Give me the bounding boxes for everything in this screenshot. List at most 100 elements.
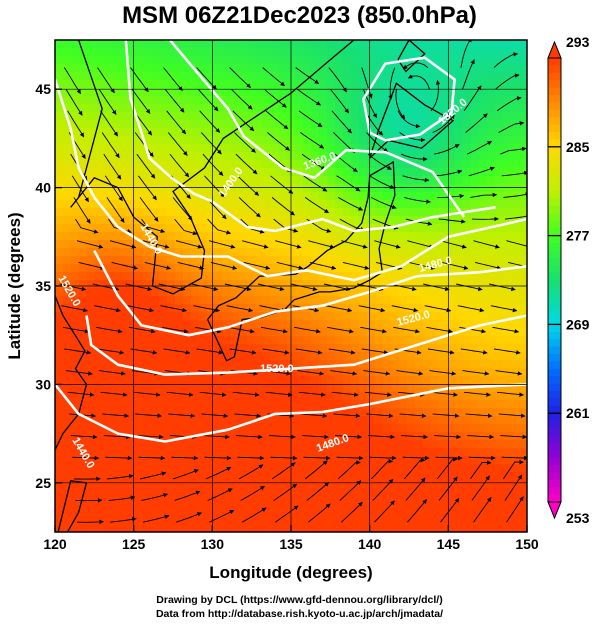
field-cell <box>183 136 192 145</box>
field-cell <box>431 112 440 121</box>
field-cell <box>71 440 80 449</box>
field-cell <box>455 488 464 497</box>
field-cell <box>487 200 496 209</box>
field-cell <box>271 400 280 409</box>
field-cell <box>399 280 408 289</box>
field-cell <box>367 448 376 457</box>
field-cell <box>319 64 328 73</box>
field-cell <box>175 280 184 289</box>
field-cell <box>311 400 320 409</box>
field-cell <box>279 136 288 145</box>
field-cell <box>103 96 112 105</box>
field-cell <box>151 136 160 145</box>
field-cell <box>271 448 280 457</box>
field-cell <box>335 424 344 433</box>
field-cell <box>375 152 384 161</box>
field-cell <box>159 88 168 97</box>
field-cell <box>79 64 88 73</box>
field-cell <box>479 528 488 532</box>
field-cell <box>191 408 200 417</box>
field-cell <box>231 408 240 417</box>
field-cell <box>439 136 448 145</box>
field-cell <box>375 104 384 113</box>
field-cell <box>407 384 416 393</box>
field-cell <box>335 392 344 401</box>
field-cell <box>63 216 72 225</box>
field-cell <box>79 168 88 177</box>
field-cell <box>343 464 352 473</box>
field-cell <box>399 104 408 113</box>
field-cell <box>431 80 440 89</box>
field-cell <box>199 112 208 121</box>
field-cell <box>119 440 128 449</box>
field-cell <box>311 464 320 473</box>
field-cell <box>399 256 408 265</box>
field-cell <box>415 48 424 57</box>
streamline <box>467 140 492 155</box>
field-cell <box>175 376 184 385</box>
field-cell <box>519 72 527 81</box>
field-cell <box>495 344 504 353</box>
field-cell <box>455 144 464 153</box>
field-cell <box>167 512 176 521</box>
field-cell <box>263 288 272 297</box>
field-cell <box>407 408 416 417</box>
field-cell <box>383 184 392 193</box>
field-cell <box>223 336 232 345</box>
field-cell <box>487 360 496 369</box>
field-cell <box>295 440 304 449</box>
colorbar-cell <box>548 206 561 214</box>
field-cell <box>127 136 136 145</box>
field-cell <box>479 448 488 457</box>
field-cell <box>263 496 272 505</box>
field-cell <box>519 272 527 281</box>
field-cell <box>279 168 288 177</box>
field-cell <box>423 384 432 393</box>
field-cell <box>231 352 240 361</box>
colorbar-cell <box>548 339 561 348</box>
field-cell <box>263 296 272 305</box>
field-cell <box>399 176 408 185</box>
field-cell <box>199 96 208 105</box>
field-cell <box>135 376 144 385</box>
field-cell <box>495 48 504 57</box>
field-cell <box>519 448 527 457</box>
field-cell <box>127 184 136 193</box>
colorbar-cell <box>548 228 561 237</box>
field-cell <box>479 352 488 361</box>
field-cell <box>415 176 424 185</box>
field-cell <box>431 464 440 473</box>
field-cell <box>415 344 424 353</box>
field-cell <box>151 152 160 161</box>
field-cell <box>319 456 328 465</box>
field-cell <box>191 248 200 257</box>
coastline <box>70 40 355 295</box>
field-cell <box>375 160 384 169</box>
field-cell <box>431 128 440 137</box>
field-cell <box>519 392 527 401</box>
field-cell <box>87 128 96 137</box>
field-cell <box>167 320 176 329</box>
field-cell <box>431 160 440 169</box>
field-cell <box>503 120 512 129</box>
field-cell <box>183 48 192 57</box>
field-cell <box>143 264 152 273</box>
streamline <box>427 348 455 355</box>
field-cell <box>263 168 272 177</box>
field-cell <box>79 136 88 145</box>
field-cell <box>487 128 496 137</box>
field-cell <box>135 192 144 201</box>
field-cell <box>183 424 192 433</box>
field-cell <box>343 144 352 153</box>
field-cell <box>431 528 440 532</box>
field-cell <box>223 408 232 417</box>
field-cell <box>95 344 104 353</box>
field-cell <box>503 400 512 409</box>
field-cell <box>279 240 288 249</box>
field-cell <box>391 504 400 513</box>
streamline <box>301 434 329 440</box>
field-cell <box>495 416 504 425</box>
field-cell <box>111 520 120 529</box>
field-cell <box>191 96 200 105</box>
field-cell <box>431 216 440 225</box>
